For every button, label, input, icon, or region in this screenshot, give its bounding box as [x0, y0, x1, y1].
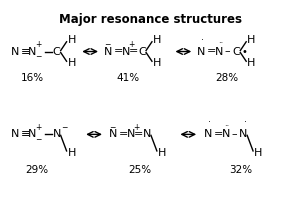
- Text: ··: ··: [218, 39, 223, 48]
- Text: 32%: 32%: [229, 165, 252, 175]
- Text: N: N: [28, 129, 37, 139]
- Text: =: =: [128, 46, 138, 57]
- Text: H: H: [68, 58, 76, 68]
- Text: Major resonance structures: Major resonance structures: [58, 13, 242, 26]
- Text: N: N: [11, 46, 19, 57]
- Text: C: C: [53, 46, 61, 57]
- Text: H: H: [254, 148, 262, 158]
- Text: C: C: [138, 46, 146, 57]
- Text: N: N: [109, 129, 117, 139]
- Text: −: −: [61, 123, 67, 132]
- Text: +: +: [35, 40, 41, 49]
- Text: =: =: [214, 129, 223, 139]
- Text: H: H: [247, 35, 256, 45]
- Text: N: N: [104, 46, 112, 57]
- Text: 25%: 25%: [129, 165, 152, 175]
- Text: N: N: [239, 129, 248, 139]
- Text: N: N: [122, 46, 130, 57]
- Text: N: N: [11, 129, 19, 139]
- Text: =: =: [118, 129, 128, 139]
- Text: N: N: [143, 129, 152, 139]
- Text: ˙: ˙: [200, 39, 205, 49]
- Text: +: +: [133, 123, 140, 132]
- Text: N: N: [204, 129, 212, 139]
- Text: N: N: [28, 46, 37, 57]
- Text: =: =: [133, 129, 143, 139]
- Text: ˙: ˙: [207, 122, 212, 132]
- Text: 16%: 16%: [21, 73, 44, 83]
- Text: +: +: [128, 40, 135, 49]
- Text: N: N: [126, 129, 135, 139]
- Text: N: N: [197, 46, 206, 57]
- Text: −: −: [35, 52, 41, 61]
- Text: =: =: [114, 46, 123, 57]
- Text: 28%: 28%: [215, 73, 238, 83]
- Text: N: N: [53, 129, 61, 139]
- Text: −: −: [104, 40, 110, 49]
- Text: ≡: ≡: [20, 46, 30, 57]
- Text: ··: ··: [225, 122, 230, 131]
- Text: N: N: [215, 46, 223, 57]
- Text: ˙: ˙: [243, 122, 248, 132]
- Text: 29%: 29%: [26, 165, 49, 175]
- Text: H: H: [153, 35, 161, 45]
- Text: H: H: [158, 148, 166, 158]
- Text: −: −: [35, 135, 41, 144]
- Text: •: •: [241, 46, 247, 57]
- Text: −: −: [109, 123, 115, 132]
- Text: H: H: [247, 58, 256, 68]
- Text: 41%: 41%: [117, 73, 140, 83]
- Text: C: C: [232, 46, 240, 57]
- Text: H: H: [68, 35, 76, 45]
- Text: N: N: [222, 129, 230, 139]
- Text: +: +: [35, 123, 41, 132]
- Text: –: –: [232, 129, 237, 139]
- Text: H: H: [153, 58, 161, 68]
- Text: H: H: [68, 148, 76, 158]
- Text: –: –: [225, 46, 230, 57]
- Text: ≡: ≡: [20, 129, 30, 139]
- Text: =: =: [207, 46, 216, 57]
